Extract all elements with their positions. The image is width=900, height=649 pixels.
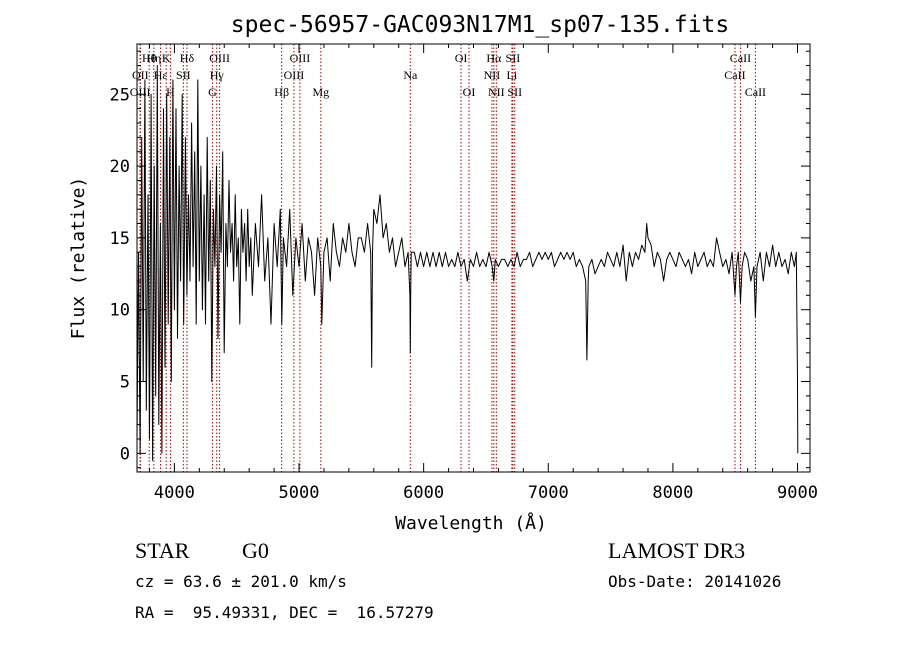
survey-name: LAMOST DR3: [608, 538, 746, 563]
line-label-27: CaII: [745, 85, 766, 99]
chart-title: spec-56957-GAC093N17M1_sp07-135.fits: [231, 12, 730, 38]
line-label-10: Hγ: [210, 68, 225, 82]
x-axis-label: Wavelength (Å): [395, 512, 547, 534]
x-tick-label-1: 5000: [279, 483, 320, 503]
spectrum-series: [136, 65, 799, 461]
spectrum-line-0: [136, 65, 799, 461]
redshift-value: cz = 63.6 ± 201.0 km/s: [135, 572, 347, 591]
observation-date: Obs-Date: 20141026: [608, 572, 782, 591]
x-tick-label-5: 9000: [777, 483, 818, 503]
line-label-16: Na: [403, 68, 418, 82]
coordinates: RA = 95.49331, DEC = 16.57279: [135, 603, 434, 622]
line-label-9: OIII: [209, 51, 230, 65]
line-label-22: SII: [506, 51, 521, 65]
x-tick-label-4: 8000: [652, 483, 693, 503]
line-label-2: OIII: [130, 85, 151, 99]
line-label-17: OI: [455, 51, 468, 65]
line-label-15: Mg: [312, 85, 329, 99]
line-label-7: Hδ: [180, 51, 195, 65]
line-label-23: Li: [507, 68, 518, 82]
line-label-0: Hθ: [142, 51, 157, 65]
y-tick-label-0: 0: [120, 444, 130, 464]
x-tick-label-3: 7000: [528, 483, 569, 503]
line-label-4: Hε: [154, 68, 168, 82]
line-label-12: Hβ: [274, 85, 289, 99]
object-subclass: G0: [242, 538, 269, 563]
axes: 4000 5000 6000 7000 8000 9000 0 5 10 15 20 25: [110, 43, 818, 503]
line-label-20: NII: [484, 68, 501, 82]
plot-frame: [136, 43, 811, 473]
y-tick-label-4: 20: [110, 157, 130, 177]
x-tick-label-0: 4000: [154, 483, 195, 503]
y-tick-label-2: 10: [110, 301, 130, 321]
line-label-24: SII: [507, 85, 522, 99]
line-markers: [139, 44, 756, 472]
line-label-5: H: [166, 85, 175, 99]
line-label-11: G: [208, 85, 217, 99]
object-class: STAR: [135, 538, 190, 563]
line-label-21: NII: [488, 85, 505, 99]
line-label-25: CaII: [730, 51, 751, 65]
y-tick-label-3: 15: [110, 229, 130, 249]
line-label-19: Hα: [486, 51, 502, 65]
y-axis-label: Flux (relative): [68, 177, 89, 340]
line-label-8: SII: [176, 68, 191, 82]
line-label-3: Hη: [146, 51, 161, 65]
x-tick-label-2: 6000: [403, 483, 444, 503]
line-marker-labels: Hθ OII OIII Hη Hε H K Hδ SII OIII Hγ G Hβ OIII OIII Mg N…: [130, 51, 766, 99]
line-label-1: OII: [132, 68, 149, 82]
y-tick-label-5: 25: [110, 85, 130, 105]
line-label-26: CaII: [724, 68, 745, 82]
line-label-6: K: [162, 51, 171, 65]
line-label-14: OIII: [284, 68, 305, 82]
y-tick-label-1: 5: [120, 373, 130, 393]
line-label-13: OIII: [290, 51, 311, 65]
line-label-18: OI: [463, 85, 476, 99]
